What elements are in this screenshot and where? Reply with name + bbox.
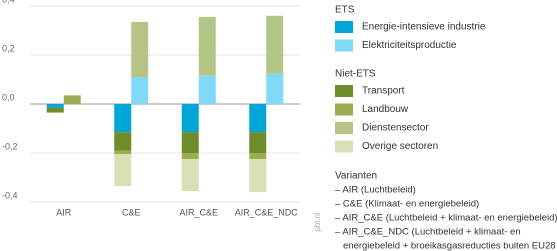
source: pbl.nl <box>313 212 322 231</box>
bar-segment <box>46 107 64 113</box>
bar-segment <box>114 154 132 187</box>
legend-swatch <box>335 85 353 97</box>
note-line: – AIR_C&E (Luchtbeleid + klimaat- en ene… <box>335 213 557 224</box>
note-line: – AIR_C&E_NDC (Luchtbeleid + klimaat- en <box>335 227 521 238</box>
bar-segment <box>114 150 132 155</box>
legend-swatch <box>335 140 353 153</box>
notes-title: Varianten <box>335 171 377 182</box>
note-line: – AIR (Luchtbeleid) <box>335 185 416 196</box>
bar-segment <box>181 159 199 191</box>
bar-segment <box>181 104 199 133</box>
bar-segment <box>181 132 199 153</box>
x-tick-label: AIR_C&E <box>179 207 218 217</box>
legend-label: Transport <box>362 86 405 97</box>
legend-swatch <box>335 39 353 52</box>
bar-segment <box>249 159 267 193</box>
legend-swatch <box>335 122 353 134</box>
bar-segment <box>114 104 132 133</box>
bar-segment <box>63 95 81 104</box>
bar-segment <box>131 77 149 104</box>
bar-segment <box>198 17 216 76</box>
note-line: energiebeleid + broeikasgasreducties bui… <box>343 241 556 251</box>
legend-label: Overige sectoren <box>362 141 438 152</box>
legend-swatch <box>335 21 353 33</box>
note-line: – C&E (Klimaat- en energiebeleid) <box>335 199 479 210</box>
y-tick-label: -0,4 <box>2 190 18 200</box>
bar-segment <box>114 132 132 151</box>
x-tick-label: AIR <box>56 207 72 217</box>
y-tick-label: 0,4 <box>2 0 15 4</box>
bar-segment <box>249 104 267 133</box>
bar-segment <box>131 21 149 78</box>
y-tick-label: -0,2 <box>2 141 18 151</box>
bar-segment <box>266 73 284 104</box>
legend-label: Dienstensector <box>362 123 429 134</box>
y-tick-label: 0,0 <box>2 92 15 102</box>
legend-group-title: ETS <box>335 5 355 16</box>
bar-segment <box>249 132 267 153</box>
x-tick-label: AIR_C&E_NDC <box>235 207 299 217</box>
bar-segment <box>198 75 216 104</box>
legend-label: Energie-intensieve industrie <box>362 22 486 33</box>
bar-segment <box>266 15 284 74</box>
legend-label: Elektriciteitsproductie <box>362 40 457 51</box>
bar-segment <box>46 104 64 108</box>
bar-segment <box>249 153 267 160</box>
legend-label: Landbouw <box>362 104 409 115</box>
x-tick-label: C&E <box>122 207 141 217</box>
legend-swatch <box>335 103 353 116</box>
y-tick-label: 0,2 <box>2 43 15 53</box>
bar-segment <box>181 153 199 160</box>
legend-group-title: Niet-ETS <box>335 69 376 80</box>
